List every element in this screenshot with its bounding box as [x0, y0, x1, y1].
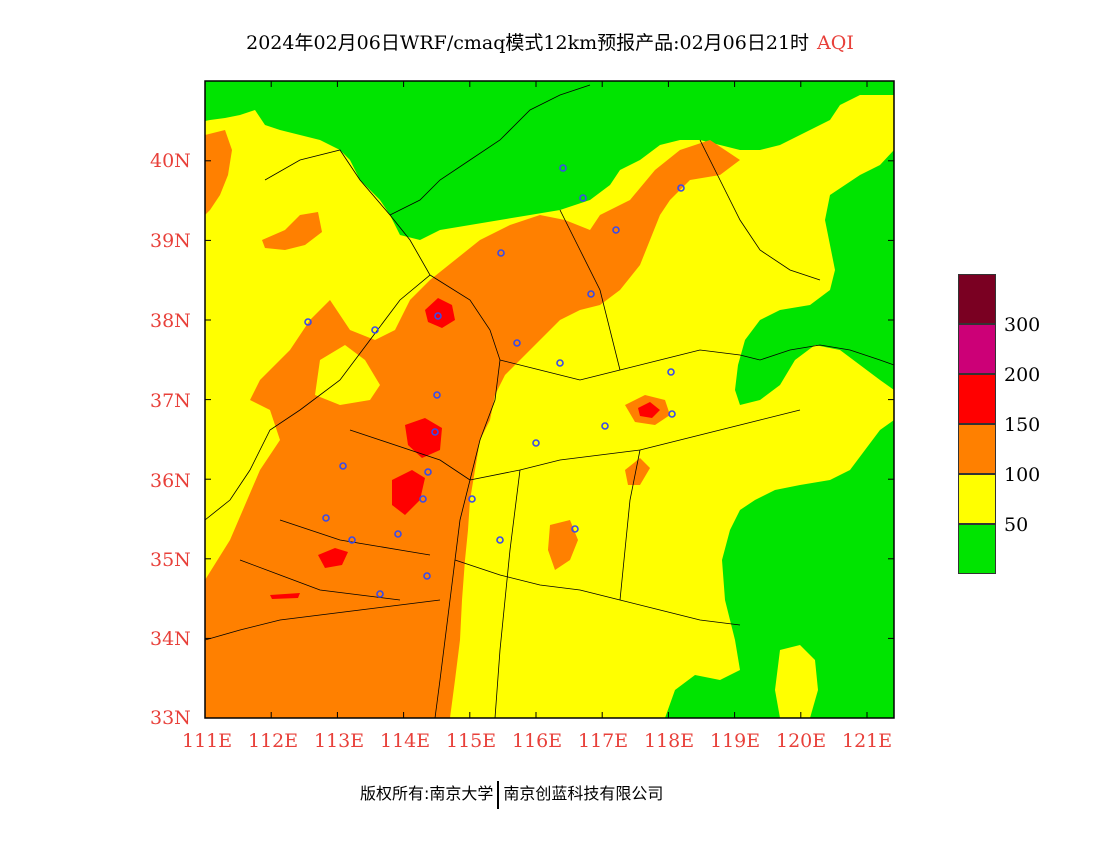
good-zone-southeast: [665, 420, 894, 718]
city-marker: [497, 249, 505, 257]
unhealthy-zone-4: [318, 548, 348, 568]
unhealthy-sensitive-zone-small-2: [625, 458, 650, 485]
city-marker: [559, 164, 567, 172]
unhealthy-sensitive-zone-northwest: [262, 212, 322, 250]
lat-label: 37N: [150, 390, 191, 412]
city-marker: [322, 514, 330, 522]
city-marker: [668, 410, 676, 418]
city-marker: [423, 572, 431, 580]
title-text: 2024年02月06日WRF/cmaq模式12km预报产品:02月06日21时: [246, 32, 810, 54]
copyright-footer: 版权所有:南京大学 南京创蓝科技有限公司: [360, 780, 663, 809]
lon-label: 112E: [248, 730, 299, 752]
footer-separator: [497, 780, 500, 809]
unhealthy-sensitive-zone-main: [205, 140, 740, 718]
city-marker: [376, 590, 384, 598]
city-marker: [496, 536, 504, 544]
axis-ticks: [204, 81, 894, 719]
lon-label: 111E: [182, 730, 233, 752]
lon-label: 120E: [776, 730, 827, 752]
lat-label: 40N: [150, 150, 191, 172]
lon-label: 118E: [644, 730, 695, 752]
legend-swatch-sensitive: [958, 424, 996, 474]
unhealthy-zone-5: [270, 593, 300, 599]
city-marker: [601, 422, 609, 430]
lon-label: 115E: [446, 730, 497, 752]
title-variable: AQI: [817, 32, 854, 54]
good-zone-east: [735, 150, 894, 405]
lon-label: 114E: [380, 730, 431, 752]
legend-label: 300: [1004, 314, 1041, 336]
moderate-zone-southeast: [775, 645, 818, 718]
city-marker: [556, 359, 564, 367]
unhealthy-sensitive-zone-small: [548, 520, 578, 570]
city-marker: [579, 194, 587, 202]
legend-label: 50: [1004, 514, 1029, 536]
moderate-hole-center: [315, 345, 380, 405]
city-marker: [532, 439, 540, 447]
legend-swatch-unhealthy: [958, 374, 996, 424]
lon-label: 119E: [710, 730, 761, 752]
legend-label: 150: [1004, 414, 1041, 436]
unhealthy-zone-6: [638, 402, 660, 418]
city-marker: [339, 462, 347, 470]
legend-swatch-moderate: [958, 474, 996, 524]
city-marker: [419, 495, 427, 503]
city-marker: [371, 326, 379, 334]
city-marker: [348, 536, 356, 544]
city-marker: [424, 468, 432, 476]
lon-label: 121E: [842, 730, 893, 752]
aqi-field: [205, 81, 894, 718]
city-marker: [667, 368, 675, 376]
unhealthy-sensitive-zone-west: [205, 130, 232, 215]
unhealthy-zone-2: [405, 418, 442, 458]
lat-label: 38N: [150, 310, 191, 332]
lat-label: 39N: [150, 230, 191, 252]
city-marker: [304, 318, 312, 326]
lat-label: 33N: [150, 707, 191, 729]
copyright-right: 南京创蓝科技有限公司: [503, 784, 664, 803]
lat-label: 36N: [150, 470, 191, 492]
city-marker: [433, 391, 441, 399]
good-zone-north: [205, 81, 894, 240]
lon-label: 113E: [314, 730, 365, 752]
lon-label: 117E: [578, 730, 629, 752]
chart-title: 2024年02月06日WRF/cmaq模式12km预报产品:02月06日21时 A…: [0, 28, 1100, 55]
city-marker: [677, 184, 685, 192]
city-marker: [513, 339, 521, 347]
city-marker: [434, 312, 442, 320]
legend-swatch-good: [958, 524, 996, 574]
legend-label: 100: [1004, 464, 1041, 486]
legend-swatch-hazardous: [958, 274, 996, 324]
city-marker: [431, 428, 439, 436]
lon-label: 116E: [512, 730, 563, 752]
city-marker: [394, 530, 402, 538]
legend-swatch-very-unhealthy: [958, 324, 996, 374]
city-marker: [571, 525, 579, 533]
city-marker: [612, 226, 620, 234]
city-marker: [468, 495, 476, 503]
lat-label: 35N: [150, 549, 191, 571]
copyright-left: 版权所有:南京大学: [360, 784, 494, 803]
city-marker: [587, 290, 595, 298]
unhealthy-zone-3: [392, 470, 425, 515]
legend-label: 200: [1004, 364, 1041, 386]
admin-boundaries: [205, 84, 894, 718]
city-markers: [304, 164, 685, 598]
lat-label: 34N: [150, 628, 191, 650]
